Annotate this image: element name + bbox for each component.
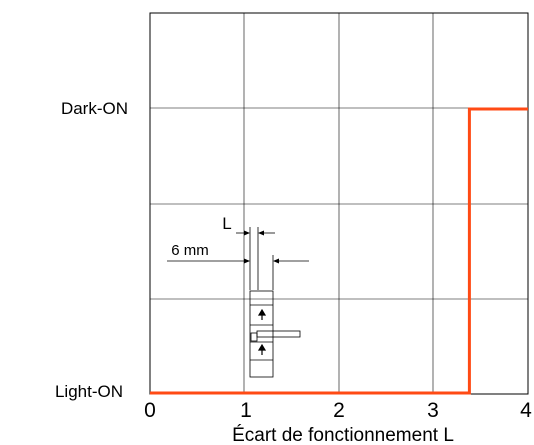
inset-l-arrow-left bbox=[244, 230, 250, 236]
inset-sensor-body bbox=[249, 290, 274, 378]
series-line-switching bbox=[150, 107, 528, 395]
inset-6mm-arrow-left bbox=[244, 258, 250, 264]
inset-label-6mm: 6 mm bbox=[171, 242, 209, 259]
x-tick-label-2: 2 bbox=[333, 399, 345, 422]
y-state-label-light-on: Light-ON bbox=[55, 382, 123, 401]
x-axis-label: Écart de fonctionnement L bbox=[232, 425, 454, 445]
x-tick-label-3: 3 bbox=[427, 399, 439, 422]
x-tick-label-4: 4 bbox=[520, 399, 532, 422]
x-tick-label-0: 0 bbox=[144, 399, 156, 422]
x-tick-labels: 0 1 2 3 4 bbox=[144, 399, 532, 422]
inset-up-arrow-1 bbox=[257, 308, 267, 320]
inset-l-arrow-right bbox=[258, 230, 264, 236]
grid bbox=[150, 13, 528, 394]
sensor-inset bbox=[167, 227, 309, 378]
y-state-label-dark-on: Dark-ON bbox=[61, 99, 128, 118]
x-tick-label-1: 1 bbox=[240, 399, 252, 422]
inset-label-l: L bbox=[222, 214, 231, 233]
inset-target-tab bbox=[250, 332, 258, 342]
inset-6mm-arrow-right bbox=[273, 258, 279, 264]
inset-up-arrow-2 bbox=[257, 343, 267, 355]
inset-target-bar bbox=[256, 330, 301, 338]
